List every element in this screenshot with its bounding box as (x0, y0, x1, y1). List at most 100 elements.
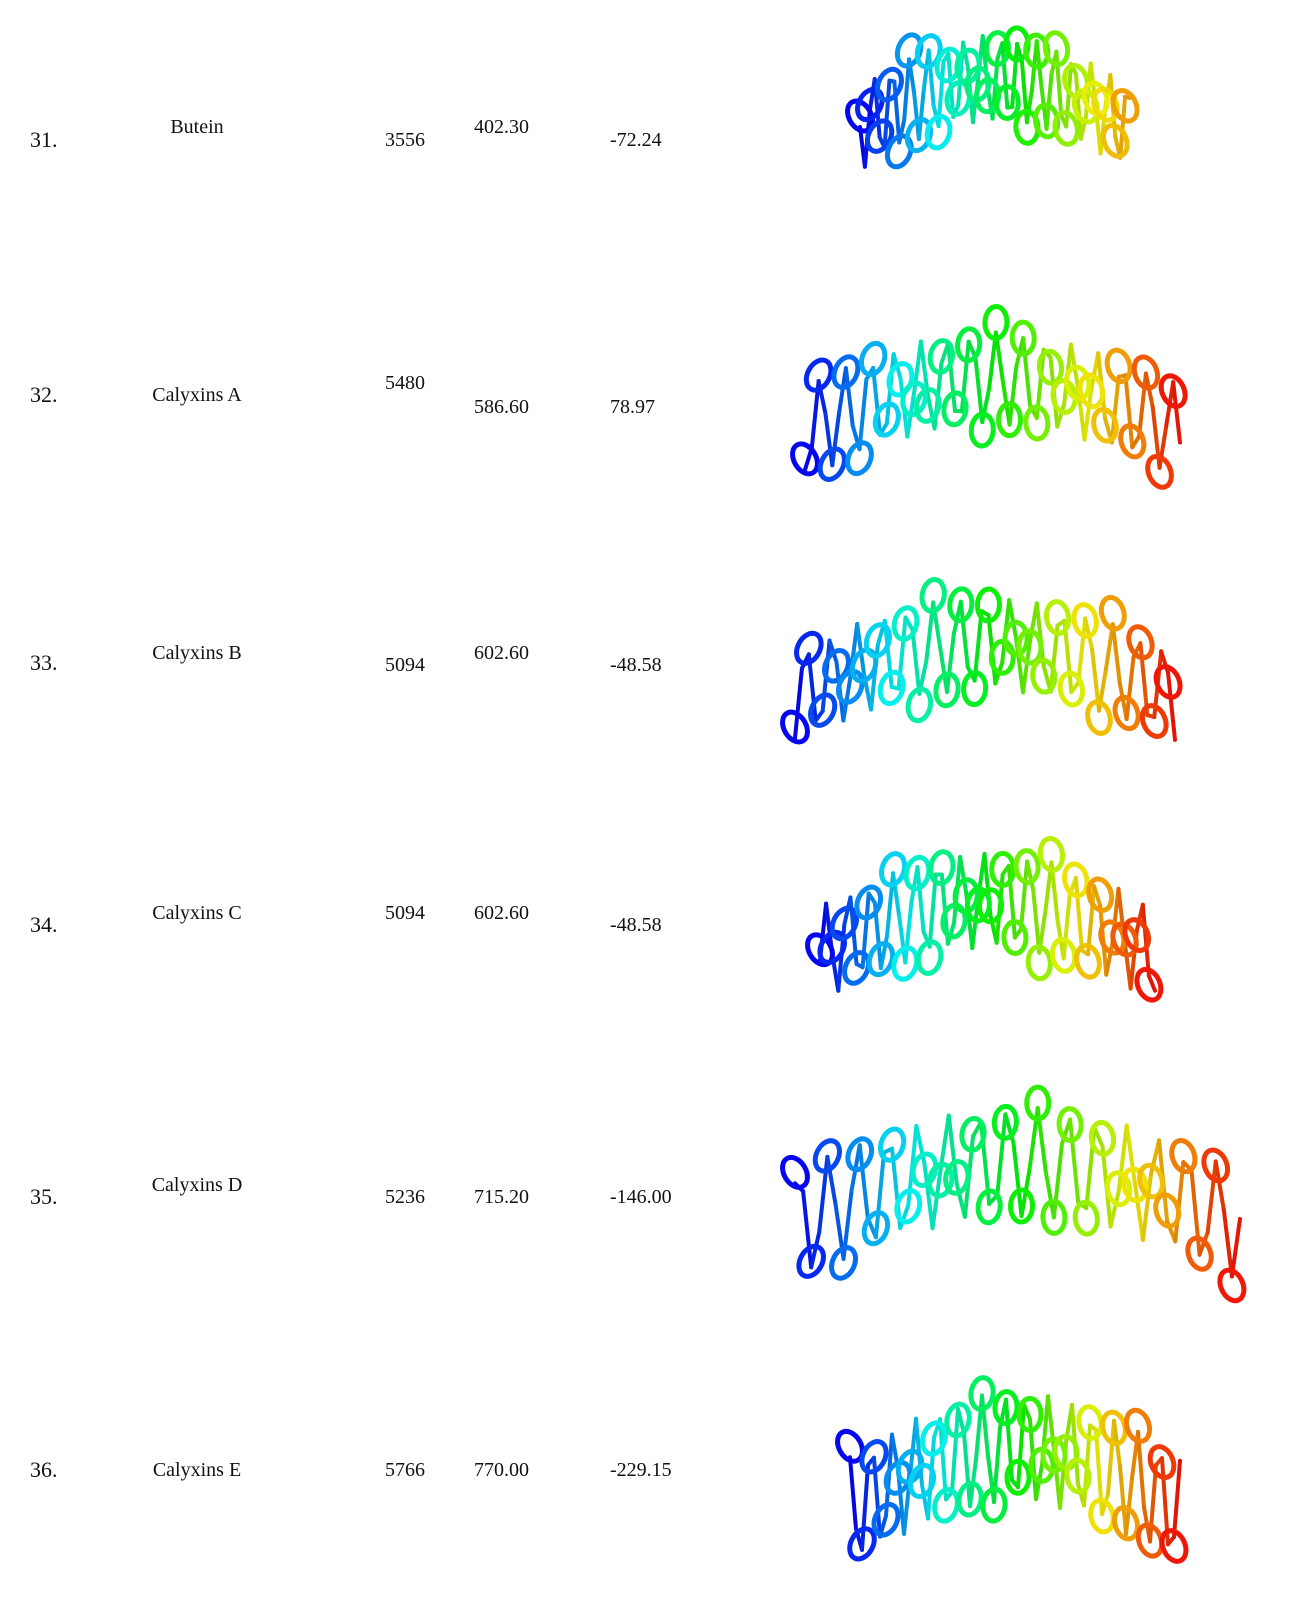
protein-ribbon (1124, 1476, 1134, 1537)
protein-ribbon (845, 440, 874, 477)
protein-ribbon (913, 387, 942, 424)
protein-ribbon (1139, 703, 1169, 739)
protein-ribbon (1011, 1140, 1024, 1218)
protein-ribbon (860, 1462, 870, 1552)
protein-ribbon (903, 854, 932, 892)
protein-ribbon (1055, 402, 1067, 429)
protein-ribbon (891, 945, 920, 982)
protein-ribbon (1086, 876, 1115, 913)
protein-ribbon (1104, 1170, 1133, 1208)
protein-ribbon (1064, 1457, 1092, 1495)
protein-ribbon (1091, 406, 1119, 444)
binding-energy: -229.15 (610, 1459, 672, 1481)
protein-ribbon (1100, 122, 1130, 159)
compound-name: Calyxins E (152, 1459, 242, 1481)
protein-ribbon (1140, 1172, 1153, 1242)
protein-ribbon (961, 670, 989, 708)
protein-ribbon (952, 877, 980, 915)
protein-ribbon (830, 410, 842, 468)
protein-ribbon (932, 1487, 960, 1524)
protein-ribbon (831, 354, 861, 390)
protein-ribbon (1043, 1170, 1056, 1220)
protein-ribbon (991, 1103, 1019, 1141)
protein-ribbon (829, 1245, 859, 1281)
protein-ribbon (1130, 434, 1142, 450)
protein-ribbon (796, 1243, 826, 1279)
protein-ribbon (871, 1501, 901, 1538)
protein-ribbon (1098, 594, 1127, 632)
protein-ribbon (1147, 1444, 1177, 1480)
protein-ribbon (898, 1203, 911, 1231)
compound-id: 5480 (385, 372, 425, 394)
protein-ribbon (1118, 1464, 1128, 1537)
protein-ribbon (938, 1417, 948, 1502)
protein-ribbon (1110, 87, 1140, 124)
protein-ribbon (1071, 602, 1099, 639)
protein-ribbon (821, 648, 851, 684)
protein-ribbon (1007, 364, 1019, 427)
binding-energy: -48.58 (610, 654, 662, 676)
protein-ribbon (915, 939, 944, 976)
protein-ribbon (1121, 1166, 1149, 1204)
protein-ribbon (996, 401, 1024, 439)
protein-ribbon (1104, 347, 1133, 385)
protein-ribbon (1030, 657, 1058, 695)
protein-ribbon (895, 1448, 925, 1485)
protein-ribbon (879, 851, 908, 888)
protein-ribbon (1034, 601, 1046, 669)
protein-ribbon (794, 630, 824, 666)
protein-ribbon (1137, 1162, 1165, 1200)
protein-ribbon (1126, 624, 1155, 661)
protein-ribbon (1016, 1402, 1026, 1490)
row-number: 36. (30, 1457, 58, 1482)
protein-ribbon (878, 933, 889, 971)
protein-ribbon (1088, 1497, 1116, 1535)
compound-name: Butein (170, 116, 224, 138)
protein-ribbon (946, 1113, 959, 1187)
protein-ribbon (992, 1389, 1020, 1427)
protein-ribbon (1025, 944, 1053, 982)
protein-ribbon (1103, 622, 1115, 672)
protein-ribbon (993, 83, 1021, 121)
compound-id: 5094 (385, 654, 425, 676)
protein-ribbon (1062, 861, 1090, 899)
protein-ribbon (1086, 884, 1097, 957)
protein-ribbon (926, 48, 936, 108)
protein-ribbon (1092, 884, 1103, 908)
protein-ribbon (962, 1431, 972, 1509)
protein-ribbon (1054, 49, 1064, 118)
protein-ribbon (1016, 1395, 1044, 1433)
protein-ribbon (843, 366, 855, 428)
protein-ribbon (903, 615, 915, 632)
protein-ribbon (1002, 619, 1030, 657)
protein-ribbon (877, 669, 906, 707)
protein-ribbon (1010, 41, 1020, 110)
protein-ribbon (910, 1151, 939, 1188)
protein-ribbon (902, 57, 912, 123)
protein-ribbon (858, 340, 888, 377)
protein-ribbon (914, 1124, 927, 1166)
protein-ribbon (790, 441, 820, 477)
protein-ribbon (891, 871, 902, 919)
molecular-weight: 402.30 (474, 116, 529, 138)
compound-name: Calyxins D (151, 1174, 243, 1196)
protein-ribbon (1109, 374, 1121, 445)
protein-ribbon (1118, 94, 1128, 160)
protein-ribbon (938, 1113, 951, 1172)
protein-ribbon (894, 1188, 923, 1225)
protein-ribbon (1124, 1123, 1137, 1185)
protein-ribbon (1088, 1119, 1117, 1157)
protein-ribbon (1037, 835, 1066, 873)
protein-ribbon (1004, 1458, 1032, 1496)
protein-ribbon (980, 1393, 990, 1459)
protein-ribbon (903, 900, 914, 965)
protein-ribbon (1112, 1505, 1140, 1542)
protein-ribbon (1024, 1084, 1052, 1122)
molecular-weight: 602.60 (474, 902, 529, 924)
protein-ribbon (1016, 628, 1044, 666)
protein-ribbon (1205, 1159, 1218, 1235)
protein-ribbon (1145, 453, 1174, 490)
protein-ribbon (946, 341, 957, 413)
protein-ribbon (973, 355, 985, 425)
